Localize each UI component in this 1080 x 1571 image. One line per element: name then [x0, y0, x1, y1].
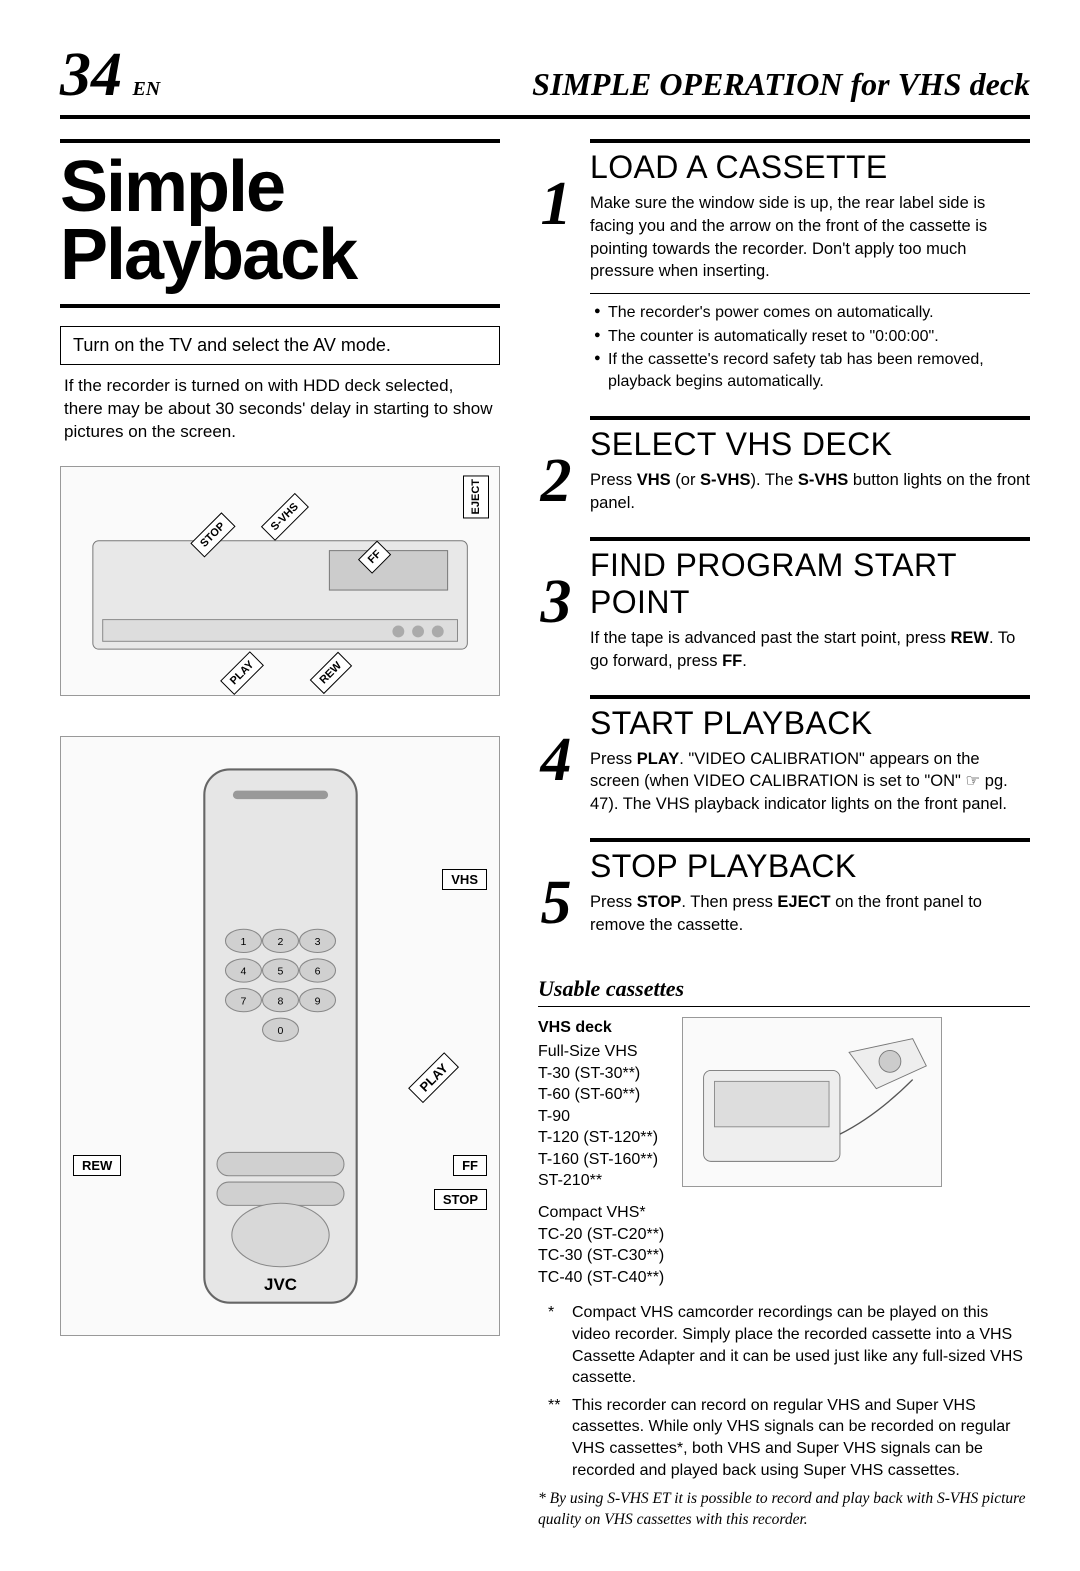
cassette-item: TC-40 (ST-C40**): [538, 1267, 664, 1289]
step-number: 5: [538, 838, 574, 937]
svg-text:8: 8: [277, 995, 283, 1007]
svg-text:9: 9: [314, 995, 320, 1007]
step-desc: Press STOP. Then press EJECT on the fron…: [590, 891, 1030, 937]
footnote-text: Compact VHS camcorder recordings can be …: [572, 1302, 1030, 1388]
cassette-item: T-120 (ST-120**): [538, 1127, 664, 1149]
svhs-note: * By using S-VHS ET it is possible to re…: [538, 1489, 1030, 1531]
bullet: The counter is automatically reset to "0…: [594, 326, 1030, 348]
cassette-item: T-90: [538, 1106, 664, 1128]
footnote-mark: **: [548, 1395, 566, 1481]
page-number-block: 34 EN: [60, 40, 160, 111]
cassette-item: ST-210**: [538, 1170, 664, 1192]
footnotes: * Compact VHS camcorder recordings can b…: [538, 1302, 1030, 1481]
step-title: START PLAYBACK: [590, 695, 1030, 742]
svg-text:0: 0: [277, 1024, 283, 1036]
step-2: 2 SELECT VHS DECK Press VHS (or S-VHS). …: [538, 416, 1030, 515]
page-number: 34: [60, 41, 122, 109]
step-3: 3 FIND PROGRAM START POINT If the tape i…: [538, 537, 1030, 673]
cassette-item: TC-30 (ST-C30**): [538, 1245, 664, 1267]
cassette-item: T-30 (ST-30**): [538, 1063, 664, 1085]
svg-text:7: 7: [240, 995, 246, 1007]
vcr-illustration: EJECT S-VHS STOP FF PLAY REW: [60, 466, 500, 696]
cassette-item: TC-20 (ST-C20**): [538, 1224, 664, 1246]
title-line2: Playback: [60, 221, 500, 289]
svg-text:1: 1: [240, 936, 246, 948]
remote-label-play: PLAY: [408, 1051, 459, 1102]
remote-label-vhs: VHS: [442, 869, 487, 890]
cassette-item: T-60 (ST-60**): [538, 1084, 664, 1106]
compact-label: Compact VHS*: [538, 1202, 664, 1224]
cassette-item: T-160 (ST-160**): [538, 1149, 664, 1171]
step-desc: Make sure the window side is up, the rea…: [590, 192, 1030, 283]
svg-text:3: 3: [314, 936, 320, 948]
step-number: 2: [538, 416, 574, 515]
section-title: SIMPLE OPERATION for VHS deck: [532, 66, 1030, 103]
page-lang: EN: [132, 78, 160, 100]
cassette-list: VHS deck Full-Size VHS T-30 (ST-30**) T-…: [538, 1017, 664, 1288]
svg-text:6: 6: [314, 965, 320, 977]
step-4: 4 START PLAYBACK Press PLAY. "VIDEO CALI…: [538, 695, 1030, 816]
step-desc: If the tape is advanced past the start p…: [590, 627, 1030, 673]
vcr-label-eject: EJECT: [463, 475, 489, 518]
right-column: 1 LOAD A CASSETTE Make sure the window s…: [538, 139, 1030, 1531]
svg-text:2: 2: [277, 936, 283, 948]
footnote-mark: *: [548, 1302, 566, 1388]
adapter-svg: [694, 1025, 931, 1180]
svg-text:5: 5: [277, 965, 283, 977]
step-number: 1: [538, 139, 574, 394]
hdd-delay-note: If the recorder is turned on with HDD de…: [60, 375, 500, 444]
remote-label-stop: STOP: [434, 1189, 487, 1210]
remote-svg: 1 2 3 4 5 6 7 8 9 0 JVC: [171, 761, 390, 1311]
left-column: Simple Playback Turn on the TV and selec…: [60, 139, 500, 1531]
svhs-mark: *: [538, 1490, 546, 1507]
step-title: SELECT VHS DECK: [590, 416, 1030, 463]
title-line1: Simple: [60, 153, 500, 221]
step-title: FIND PROGRAM START POINT: [590, 537, 1030, 621]
full-size-label: Full-Size VHS: [538, 1041, 664, 1063]
svg-text:JVC: JVC: [264, 1275, 297, 1294]
bullet: The recorder's power comes on automatica…: [594, 302, 1030, 324]
footnote-text: This recorder can record on regular VHS …: [572, 1395, 1030, 1481]
bullet: If the cassette's record safety tab has …: [594, 349, 1030, 392]
step-title: STOP PLAYBACK: [590, 838, 1030, 885]
remote-illustration: 1 2 3 4 5 6 7 8 9 0 JVC VHS: [60, 736, 500, 1336]
step-number: 3: [538, 537, 574, 673]
vhs-deck-label: VHS deck: [538, 1017, 664, 1039]
svhs-text: By using S-VHS ET it is possible to reco…: [538, 1490, 1025, 1528]
title-block: Simple Playback: [60, 139, 500, 308]
footnote-1: * Compact VHS camcorder recordings can b…: [538, 1302, 1030, 1388]
instruction-box: Turn on the TV and select the AV mode.: [60, 326, 500, 365]
remote-label-ff: FF: [453, 1155, 487, 1176]
page-header: 34 EN SIMPLE OPERATION for VHS deck: [60, 40, 1030, 119]
svg-text:4: 4: [240, 965, 246, 977]
step-number: 4: [538, 695, 574, 816]
step-bullets: The recorder's power comes on automatica…: [590, 302, 1030, 392]
footnote-2: ** This recorder can record on regular V…: [538, 1395, 1030, 1481]
step-5: 5 STOP PLAYBACK Press STOP. Then press E…: [538, 838, 1030, 937]
step-desc: Press PLAY. "VIDEO CALIBRATION" appears …: [590, 748, 1030, 816]
remote-label-rew: REW: [73, 1155, 121, 1176]
step-desc: Press VHS (or S-VHS). The S-VHS button l…: [590, 469, 1030, 515]
step-1: 1 LOAD A CASSETTE Make sure the window s…: [538, 139, 1030, 394]
adapter-illustration: [682, 1017, 942, 1187]
step-title: LOAD A CASSETTE: [590, 139, 1030, 186]
usable-cassettes-heading: Usable cassettes: [538, 976, 1030, 1007]
